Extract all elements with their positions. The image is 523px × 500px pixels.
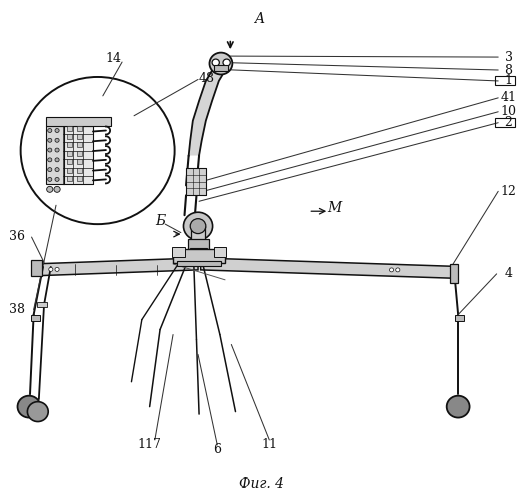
Circle shape [212, 59, 219, 66]
Bar [191, 226, 205, 240]
Circle shape [55, 178, 59, 182]
Polygon shape [189, 66, 228, 156]
Bar [67, 134, 72, 139]
Text: 41: 41 [501, 92, 517, 104]
Text: 36: 36 [9, 230, 25, 242]
Text: 3: 3 [505, 50, 513, 64]
Circle shape [55, 268, 59, 272]
Circle shape [190, 218, 206, 234]
Circle shape [396, 268, 400, 272]
Text: 117: 117 [138, 438, 162, 452]
Circle shape [49, 268, 53, 272]
Text: 48: 48 [199, 72, 215, 85]
Circle shape [55, 138, 59, 142]
Bar [188, 239, 210, 249]
Circle shape [27, 402, 48, 421]
Bar [77, 134, 82, 139]
Bar [495, 118, 515, 126]
Bar [450, 264, 458, 283]
Text: 38: 38 [9, 303, 25, 316]
Bar [190, 248, 208, 255]
Circle shape [17, 396, 40, 417]
Circle shape [184, 212, 212, 240]
Bar [77, 168, 82, 172]
Text: 6: 6 [213, 444, 221, 456]
Bar [37, 302, 47, 307]
Bar [67, 176, 72, 181]
Bar [67, 151, 72, 156]
Text: 10: 10 [501, 106, 517, 118]
Bar [30, 314, 40, 320]
Bar [67, 142, 72, 148]
Circle shape [55, 158, 59, 162]
Circle shape [54, 186, 60, 192]
Circle shape [20, 77, 175, 224]
Bar [186, 168, 206, 196]
Circle shape [223, 59, 230, 66]
Bar [495, 76, 515, 85]
Text: 2: 2 [505, 116, 513, 129]
Circle shape [48, 128, 52, 132]
Circle shape [48, 158, 52, 162]
Bar [67, 168, 72, 172]
Polygon shape [33, 258, 198, 276]
Bar [67, 159, 72, 164]
Bar [77, 151, 82, 156]
Bar [173, 248, 225, 264]
Text: A: A [254, 12, 264, 26]
Text: 11: 11 [262, 438, 277, 452]
Polygon shape [201, 258, 457, 278]
Bar [455, 314, 464, 320]
Text: 14: 14 [105, 52, 121, 65]
Bar [177, 261, 221, 266]
Bar [77, 159, 82, 164]
Circle shape [55, 168, 59, 172]
Bar [46, 126, 64, 184]
Circle shape [47, 186, 53, 192]
Bar [213, 246, 226, 258]
Bar [31, 260, 42, 276]
Circle shape [48, 178, 52, 182]
Circle shape [210, 52, 232, 74]
Bar [77, 142, 82, 148]
Circle shape [447, 396, 470, 417]
Text: 8: 8 [505, 64, 513, 76]
Bar [77, 126, 82, 130]
Bar [77, 176, 82, 181]
Bar [172, 246, 185, 258]
Bar [46, 116, 111, 126]
Circle shape [55, 148, 59, 152]
Text: Фиг. 4: Фиг. 4 [239, 476, 284, 490]
Text: 1: 1 [505, 74, 513, 88]
Text: 4: 4 [505, 268, 513, 280]
Text: Б: Б [155, 214, 165, 228]
Bar [67, 126, 72, 130]
Bar [213, 65, 228, 71]
Bar [63, 126, 93, 184]
Circle shape [390, 268, 394, 272]
Text: M: M [327, 201, 342, 215]
Circle shape [48, 168, 52, 172]
Circle shape [48, 148, 52, 152]
Circle shape [55, 128, 59, 132]
Circle shape [48, 138, 52, 142]
Text: 12: 12 [501, 185, 517, 198]
